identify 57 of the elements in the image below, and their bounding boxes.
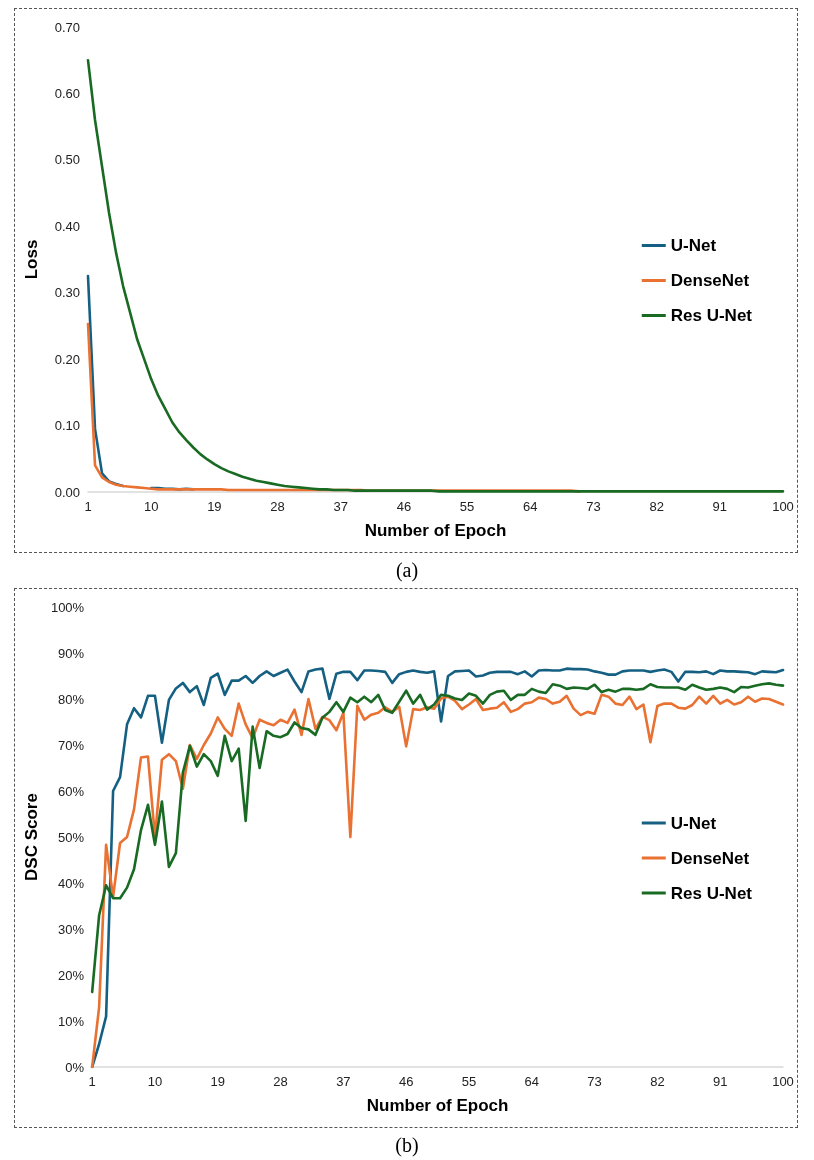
x-tick-label: 82 (650, 1074, 665, 1089)
x-tick-label: 46 (398, 1074, 414, 1089)
legend-label: Res U-Net (670, 883, 753, 903)
x-tick-label: 37 (333, 499, 348, 514)
y-tick-label: 30% (58, 921, 85, 937)
x-axis-title: Number of Epoch (364, 521, 507, 540)
y-tick-label: 40% (58, 875, 85, 891)
x-tick-label: 1 (84, 499, 92, 514)
x-tick-label: 19 (207, 499, 222, 514)
y-tick-label: 10% (58, 1013, 85, 1029)
x-tick-label: 64 (523, 499, 538, 514)
x-tick-label: 37 (336, 1074, 351, 1089)
x-tick-label: 82 (649, 499, 664, 514)
y-tick-label: 0.10 (54, 418, 80, 434)
x-tick-label: 19 (210, 1074, 225, 1089)
x-axis-title: Number of Epoch (366, 1096, 509, 1115)
x-tick-label: 100 (772, 499, 794, 514)
x-tick-label: 73 (587, 1074, 602, 1089)
y-tick-label: 60% (58, 783, 85, 799)
line-series (86, 58, 785, 493)
line-series (90, 682, 785, 994)
y-tick-label: 0.70 (54, 19, 80, 35)
text: (b) (394, 1134, 420, 1157)
text: (a) (394, 559, 420, 582)
y-tick-label: 0% (65, 1059, 85, 1075)
x-tick-label: 55 (459, 499, 475, 514)
legend-label: U-Net (670, 813, 717, 833)
y-tick-label: 0.40 (54, 218, 80, 234)
y-tick-label: 70% (58, 737, 85, 753)
x-tick-label: 1 (88, 1074, 96, 1089)
x-tick-label: 91 (712, 1074, 728, 1089)
y-tick-label: 100% (50, 599, 85, 615)
x-tick-label: 64 (524, 1074, 540, 1089)
y-tick-label: 0.50 (54, 152, 80, 168)
y-axis-title: Loss (22, 239, 41, 280)
y-tick-label: 0.20 (54, 351, 80, 367)
x-tick-label: 100 (772, 1074, 794, 1089)
y-tick-label: 0.60 (54, 85, 80, 101)
x-tick-label: 28 (273, 1074, 288, 1089)
legend-label: DenseNet (670, 848, 750, 868)
x-tick-label: 73 (586, 499, 601, 514)
y-tick-label: 80% (58, 691, 85, 707)
y-axis-title: DSC Score (22, 793, 41, 881)
y-tick-label: 0.30 (54, 285, 80, 301)
x-tick-label: 46 (396, 499, 412, 514)
legend-label: Res U-Net (670, 306, 753, 325)
y-tick-label: 0.00 (54, 484, 80, 500)
x-tick-label: 10 (143, 499, 159, 514)
x-tick-label: 28 (270, 499, 285, 514)
x-tick-label: 10 (147, 1074, 163, 1089)
y-tick-label: 90% (58, 645, 85, 661)
x-tick-label: 91 (712, 499, 728, 514)
y-tick-label: 50% (58, 829, 85, 845)
y-tick-label: 20% (58, 967, 85, 983)
x-tick-label: 55 (461, 1074, 477, 1089)
legend-label: U-Net (670, 236, 717, 255)
legend-label: DenseNet (670, 271, 750, 290)
